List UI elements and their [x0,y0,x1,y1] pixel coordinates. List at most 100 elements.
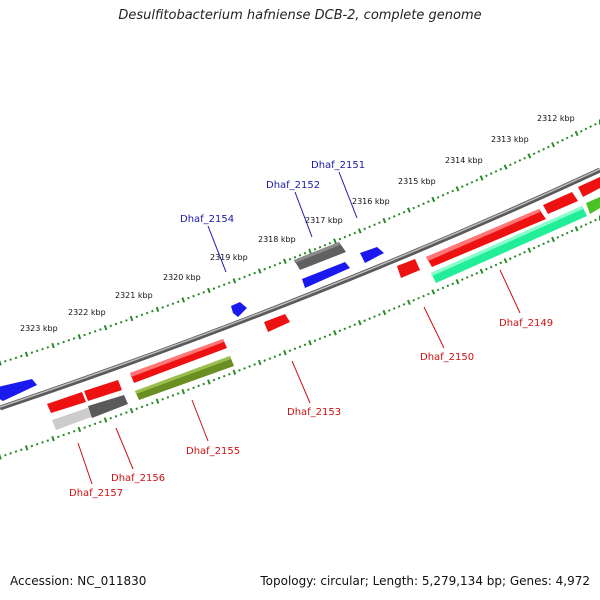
minor-tick [499,261,503,265]
gene-label[interactable]: Dhaf_2151 [311,160,365,171]
minor-tick [114,415,118,418]
minor-tick [57,342,60,346]
gene-label[interactable]: Dhaf_2156 [111,473,165,484]
reverse-genes [47,177,600,430]
minor-tick [417,296,420,300]
minor-tick [537,244,541,248]
minor-tick [397,212,401,216]
minor-tick [140,405,144,409]
gene-arrow[interactable] [302,262,350,288]
inner-scale-ticks [0,215,600,460]
major-tick [479,175,484,181]
gene-label[interactable]: Dhaf_2154 [180,214,234,225]
minor-tick [135,315,139,319]
minor-tick [542,242,545,246]
minor-tick [446,284,450,288]
gene-arrow[interactable] [0,379,37,401]
gene-arrow[interactable] [130,339,227,383]
major-tick [551,142,556,148]
minor-tick [151,309,154,313]
gene-arrow[interactable] [84,380,122,401]
minor-tick [293,255,297,259]
major-tick [406,299,411,305]
gene-arrow[interactable] [397,259,420,278]
minor-tick [93,422,97,426]
gene-arrow[interactable] [264,314,290,332]
minor-tick [353,323,357,327]
minor-tick [509,163,512,167]
minor-tick [227,281,231,285]
minor-tick [83,426,86,429]
minor-tick [499,167,503,171]
genome-summary-text: Topology: circular; Length: 5,279,134 bp… [260,574,590,588]
minor-tick [363,319,366,322]
major-tick [207,287,211,294]
major-tick [103,417,108,423]
minor-tick [176,392,180,395]
minor-tick [109,416,113,420]
gene-label[interactable]: Dhaf_2149 [499,318,553,329]
minor-tick [9,452,12,455]
gene-arrow[interactable] [294,242,346,270]
minor-tick [318,245,322,249]
leader-line [294,191,313,238]
minor-tick [460,278,464,281]
minor-tick [489,172,493,175]
minor-tick [35,442,39,446]
major-tick [382,217,387,224]
gene-arrow[interactable] [543,192,578,214]
gene-arrow[interactable] [586,197,600,214]
minor-tick [494,170,498,173]
minor-tick [579,129,583,133]
minor-tick [119,320,123,324]
leader-line [499,269,521,314]
gene-label[interactable]: Dhaf_2152 [266,180,320,191]
minor-tick [348,233,352,237]
minor-tick [212,378,216,382]
major-tick [283,349,287,356]
gene-arrow[interactable] [88,395,128,418]
minor-tick [338,329,342,333]
gene-arrow[interactable] [426,209,546,267]
minor-tick [4,453,7,457]
minor-tick [238,369,241,372]
minor-tick [465,183,469,186]
major-tick [527,247,532,253]
leader-line [191,399,209,442]
minor-tick [166,396,170,399]
gene-arrow-top [135,356,231,394]
minor-tick [570,229,574,233]
gene-arrow[interactable] [231,302,247,317]
gene-arrow[interactable] [47,392,86,413]
minor-tick [584,127,588,131]
gene-label[interactable]: Dhaf_2153 [287,407,341,418]
major-tick [24,351,29,358]
minor-tick [57,435,60,439]
major-tick [382,309,387,316]
minor-tick [140,313,144,317]
minor-tick [125,319,128,322]
minor-tick [202,382,206,386]
minor-tick [278,353,282,356]
gene-arrow-top [294,242,340,263]
gene-arrow[interactable] [431,206,587,283]
gene-arrow[interactable] [360,247,384,263]
gene-arrow[interactable] [52,407,94,430]
major-tick [155,306,160,313]
minor-tick [313,247,317,251]
minor-tick [402,210,406,214]
minor-tick [248,365,251,368]
minor-tick [67,338,71,342]
gene-label[interactable]: Dhaf_2157 [69,488,123,499]
minor-tick [145,311,149,315]
minor-tick [72,429,76,433]
gene-label[interactable]: Dhaf_2150 [420,352,474,363]
gene-arrow[interactable] [578,177,600,197]
minor-tick [373,223,376,227]
gene-arrow-top [431,206,583,276]
major-tick [503,164,508,170]
minor-tick [88,424,92,427]
minor-tick [268,265,272,269]
gene-label[interactable]: Dhaf_2155 [186,446,240,457]
minor-tick [293,347,297,350]
